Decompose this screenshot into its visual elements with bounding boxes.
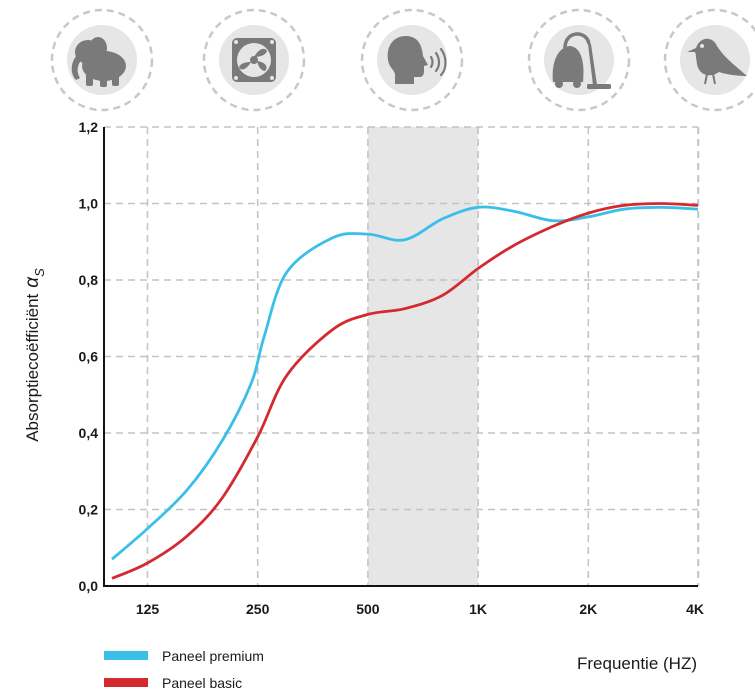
y-tick-label: 0,4 — [79, 425, 99, 441]
x-axis-label: Frequentie (HZ) — [577, 654, 697, 673]
legend-swatch-premium — [104, 651, 148, 660]
y-tick-label: 1,0 — [79, 196, 99, 212]
elephant-icon — [50, 8, 154, 112]
y-tick-label: 0,6 — [79, 349, 99, 365]
bird-icon — [663, 8, 755, 112]
legend: Paneel premium Paneel basic — [104, 648, 264, 691]
fan-icon — [202, 8, 306, 112]
y-tick-label: 0,2 — [79, 502, 99, 518]
x-tick-label: 500 — [356, 601, 380, 617]
noise-source-icons — [50, 8, 755, 112]
y-tick-label: 0,0 — [79, 578, 99, 594]
speaking-head-icon — [360, 8, 464, 112]
vacuum-cleaner-icon — [527, 8, 631, 112]
y-tick-label: 0,8 — [79, 272, 99, 288]
legend-label-premium: Paneel premium — [162, 648, 264, 664]
x-tick-label: 4K — [686, 601, 704, 617]
x-tick-label: 2K — [579, 601, 597, 617]
y-axis-label: Absorptiecoëfficiënt αS — [22, 268, 47, 442]
legend-swatch-basic — [104, 678, 148, 687]
x-tick-label: 250 — [246, 601, 270, 617]
x-tick-label: 1K — [469, 601, 487, 617]
y-axis-label-text: Absorptiecoëfficiënt — [23, 293, 42, 441]
series-line-basic — [111, 202, 698, 580]
series-line-premium — [111, 205, 698, 561]
x-tick-label: 125 — [136, 601, 160, 617]
y-axis-symbol: α — [22, 276, 43, 288]
y-tick-label: 1,2 — [79, 119, 99, 135]
y-axis-subscript: S — [32, 268, 47, 277]
legend-label-basic: Paneel basic — [162, 675, 242, 691]
